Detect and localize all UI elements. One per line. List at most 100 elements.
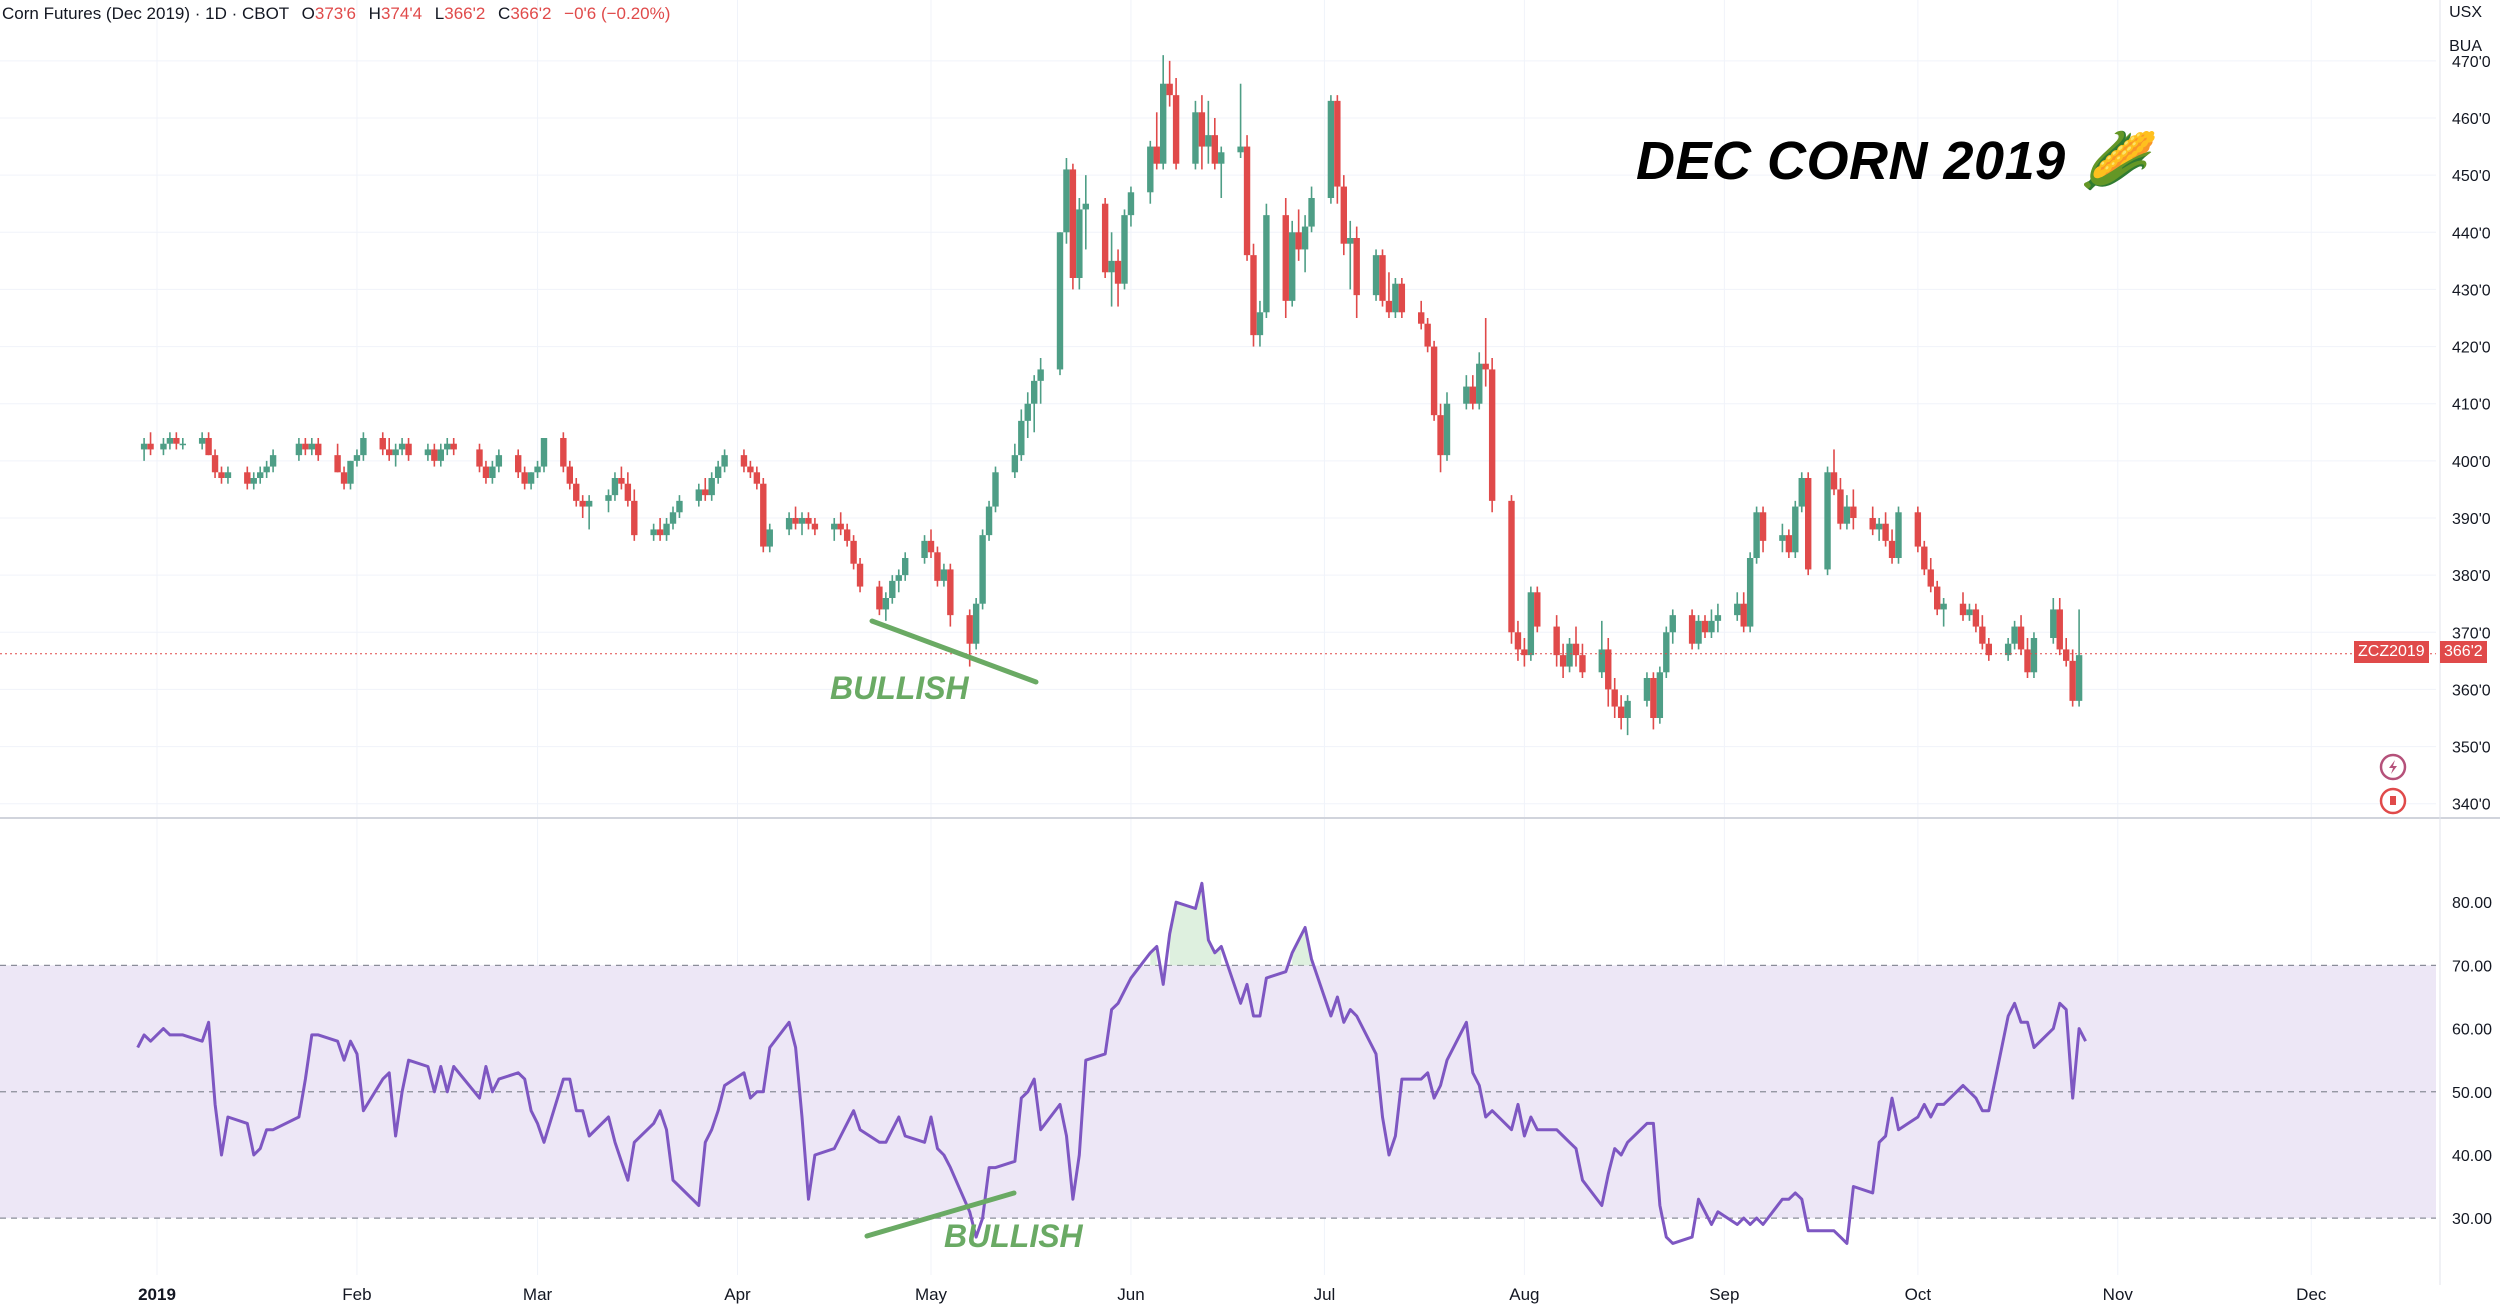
- candle-body: [1779, 535, 1786, 541]
- candle-body: [1488, 369, 1496, 501]
- candle-body: [1843, 506, 1851, 524]
- candle-body: [1759, 512, 1767, 541]
- currency-unit[interactable]: USX: [2449, 4, 2482, 21]
- candle-body: [1972, 609, 1980, 627]
- candle-body: [1018, 420, 1025, 456]
- candle-body: [2017, 626, 2025, 650]
- candle-body: [540, 438, 548, 467]
- candle-body: [1882, 523, 1889, 541]
- candle-body: [1463, 386, 1470, 404]
- rsi-series-line: [136, 881, 2087, 1245]
- candle-body: [1127, 192, 1135, 216]
- candle-body: [140, 443, 148, 450]
- candle-body: [798, 518, 806, 524]
- candle-body: [250, 478, 257, 484]
- quantity-unit[interactable]: BUA: [2449, 38, 2482, 55]
- symbol-label: Corn Futures (Dec 2019) · 1D · CBOT: [2, 4, 289, 23]
- low-label: L: [434, 4, 445, 23]
- candle-body: [1198, 112, 1206, 147]
- chart-header: Corn Futures (Dec 2019) · 1D · CBOT O373…: [2, 4, 670, 24]
- candle-body: [340, 472, 348, 484]
- candle-body: [1966, 609, 1973, 616]
- candle-body: [708, 478, 715, 496]
- candle-body: [1082, 203, 1089, 210]
- candle-body: [843, 529, 851, 541]
- candle-body: [1875, 523, 1883, 530]
- candle-body: [966, 615, 973, 644]
- x-tick-label: May: [915, 1285, 948, 1304]
- candle-body: [1740, 603, 1747, 627]
- lightning-icon[interactable]: [2379, 753, 2407, 781]
- candle-body: [257, 472, 264, 478]
- candle-body: [1418, 312, 1425, 324]
- candle-body: [927, 540, 935, 553]
- x-tick-label: Feb: [342, 1285, 371, 1304]
- candle-body: [1327, 100, 1335, 198]
- candle-body: [785, 518, 793, 530]
- candle-body: [560, 438, 567, 467]
- candle-body: [1076, 209, 1083, 278]
- candle-body: [205, 438, 212, 456]
- candle-body: [992, 472, 999, 507]
- candle-body: [1308, 198, 1315, 227]
- candle-body: [147, 443, 154, 450]
- candle-body: [1521, 649, 1528, 656]
- candle-body: [856, 563, 864, 587]
- candle-body: [1147, 146, 1154, 193]
- candle-body: [2050, 609, 2057, 638]
- candle-body: [1211, 135, 1218, 164]
- candle-body: [1830, 472, 1838, 490]
- x-tick-label: Sep: [1709, 1285, 1739, 1304]
- candle-body: [521, 472, 528, 484]
- candle-body: [392, 449, 399, 456]
- candle-body: [650, 529, 657, 536]
- candle-body: [1508, 500, 1515, 633]
- candle-body: [224, 472, 232, 478]
- alarm-icon[interactable]: [2379, 787, 2407, 815]
- candle-body: [2075, 655, 2083, 701]
- candle-body: [805, 518, 812, 524]
- candle-body: [173, 438, 180, 444]
- candle-body: [1617, 706, 1625, 718]
- candle-body: [747, 466, 754, 473]
- candle-body: [1514, 632, 1522, 650]
- rsi-tick-label: 50.00: [2452, 1085, 2492, 1102]
- candle-body: [334, 455, 341, 473]
- candle-body: [1482, 363, 1489, 370]
- candle-body: [444, 443, 451, 450]
- price-tick-label: 440'0: [2452, 225, 2491, 242]
- bullish-label-price: BULLISH: [830, 670, 969, 706]
- candle-body: [889, 580, 896, 598]
- candle-body: [1340, 186, 1347, 244]
- bullish-trendline-rsi: [864, 1190, 1017, 1239]
- close-value: 366'2: [510, 4, 552, 23]
- candle-body: [1160, 83, 1167, 164]
- low-value: 366'2: [444, 4, 486, 23]
- candle-body: [1921, 546, 1928, 570]
- candle-body: [1334, 100, 1341, 187]
- candle-body: [398, 443, 406, 450]
- candle-body: [1559, 655, 1567, 667]
- candle-body: [1398, 283, 1406, 313]
- candle-body: [1598, 649, 1605, 673]
- candle-body: [1824, 472, 1831, 570]
- candle-body: [1927, 569, 1934, 587]
- candle-body: [353, 455, 361, 461]
- rsi-band: [0, 883, 2436, 1219]
- candle-body: [360, 438, 367, 456]
- rsi-tick-label: 60.00: [2452, 1022, 2492, 1039]
- candle-body: [902, 558, 909, 576]
- candle-body: [1443, 403, 1451, 456]
- candle-body: [1108, 260, 1115, 273]
- candle-body: [527, 472, 535, 484]
- candle-body: [269, 455, 277, 467]
- candle-body: [585, 500, 593, 507]
- x-tick-label: 2019: [138, 1285, 176, 1304]
- candle-body: [792, 518, 799, 524]
- candle-body: [1237, 146, 1244, 153]
- candle-body: [1166, 83, 1173, 96]
- candle-body: [1914, 512, 1922, 547]
- candle-body: [1437, 415, 1444, 456]
- candle-body: [1392, 283, 1399, 313]
- candle-body: [1289, 232, 1296, 301]
